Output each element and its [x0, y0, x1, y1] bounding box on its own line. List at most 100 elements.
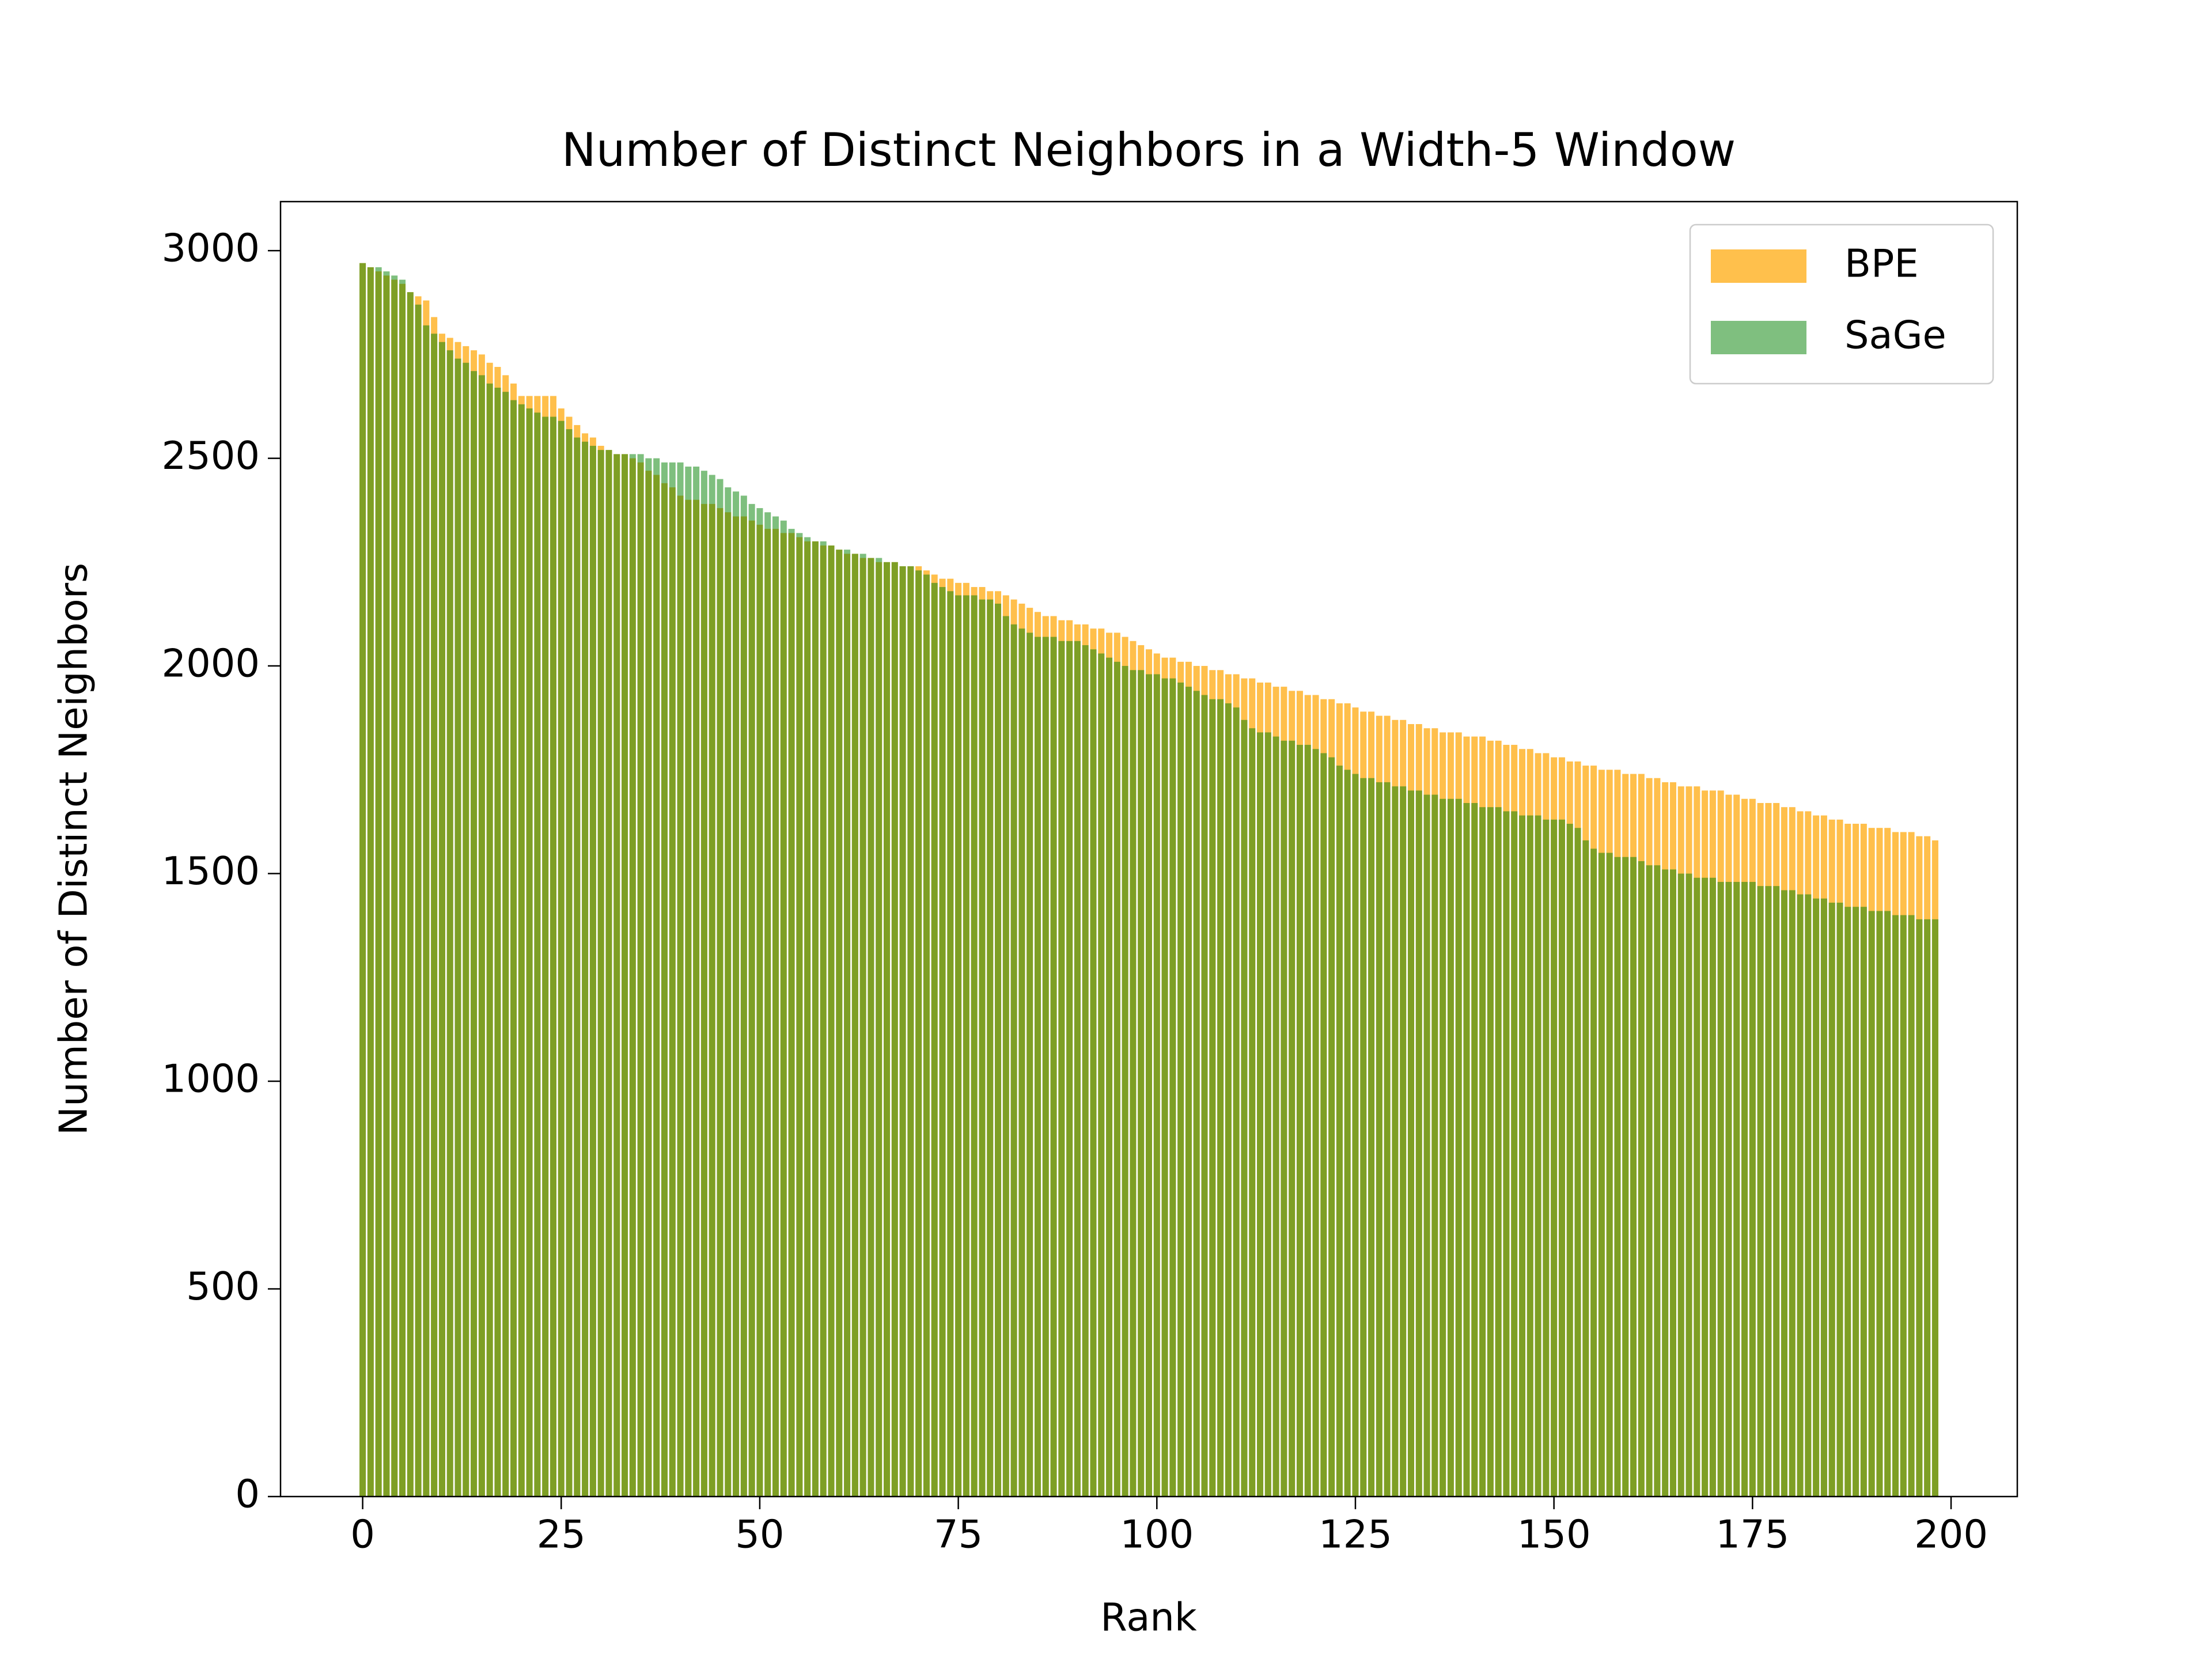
bar [1622, 857, 1629, 1497]
bar [1145, 674, 1153, 1497]
bar [772, 516, 779, 1497]
bar [566, 429, 573, 1497]
legend-box [1689, 224, 1994, 385]
bar [1360, 778, 1367, 1497]
bar [1113, 661, 1120, 1497]
bar [971, 595, 978, 1497]
bar [518, 404, 525, 1497]
bar [1789, 890, 1796, 1497]
bar [1042, 637, 1049, 1497]
bar [1209, 699, 1216, 1497]
bar [359, 263, 366, 1497]
bar [1384, 782, 1391, 1497]
bar [955, 595, 962, 1497]
bar [669, 462, 676, 1497]
bar [1130, 670, 1137, 1497]
bar [899, 566, 906, 1497]
bar [1082, 645, 1089, 1497]
bar [1328, 757, 1335, 1497]
bar [1304, 745, 1311, 1497]
bar [1392, 786, 1399, 1497]
bar [1138, 670, 1145, 1497]
bar [1153, 674, 1160, 1497]
bar [1241, 719, 1248, 1497]
bar [1479, 807, 1486, 1497]
bar [891, 562, 898, 1497]
chart-title: Number of Distinct Neighbors in a Width-… [562, 123, 1736, 177]
bar [1185, 687, 1192, 1497]
bar [1407, 790, 1414, 1497]
bar [1853, 907, 1859, 1497]
bar [558, 421, 565, 1497]
bar [446, 350, 453, 1497]
x-tick-label: 50 [735, 1512, 784, 1557]
x-tick-label: 200 [1914, 1512, 1988, 1557]
bar [637, 454, 644, 1497]
bar [1677, 873, 1684, 1497]
bar [550, 416, 556, 1497]
bar [1908, 915, 1915, 1497]
bar [574, 437, 581, 1497]
bar [1543, 819, 1550, 1497]
bar [399, 279, 406, 1497]
bar [1630, 857, 1637, 1497]
y-tick-label: 2000 [161, 641, 260, 686]
bar [1233, 707, 1240, 1497]
bar [1781, 890, 1787, 1497]
bar [1773, 886, 1780, 1497]
bar [1169, 678, 1176, 1497]
legend-swatch [1711, 321, 1806, 354]
bar [1161, 678, 1168, 1497]
bar [526, 408, 533, 1497]
bar [1018, 628, 1025, 1497]
bar [1177, 682, 1184, 1497]
bar [733, 491, 740, 1497]
bar [709, 475, 715, 1497]
bar [1201, 695, 1208, 1497]
bar [1646, 865, 1653, 1497]
bar [979, 599, 986, 1497]
bar [471, 371, 478, 1497]
bar [1638, 861, 1645, 1497]
bar [1813, 898, 1820, 1497]
bar [740, 495, 747, 1497]
x-tick-label: 125 [1319, 1512, 1392, 1557]
bar [1376, 782, 1382, 1497]
bar [1336, 766, 1343, 1497]
x-tick-label: 25 [537, 1512, 586, 1557]
bar [582, 441, 589, 1497]
bar [851, 554, 858, 1497]
bar [939, 587, 946, 1497]
bar [685, 466, 692, 1497]
bar [1805, 894, 1812, 1497]
bar [542, 416, 549, 1497]
bar-series [359, 263, 1938, 1497]
bar [1257, 732, 1264, 1497]
bar [1352, 774, 1359, 1497]
bar [375, 267, 382, 1497]
bar [1566, 824, 1573, 1497]
bar [907, 566, 914, 1497]
bar [748, 503, 755, 1497]
y-tick-label: 1500 [161, 849, 260, 893]
bar [1511, 811, 1518, 1497]
bar [1702, 877, 1709, 1497]
bar [1836, 903, 1843, 1497]
bar [502, 392, 509, 1497]
bar [1058, 641, 1065, 1497]
bar [1106, 657, 1113, 1497]
bar [629, 454, 636, 1497]
bar [1050, 637, 1057, 1497]
bar [1090, 649, 1097, 1497]
bar [478, 375, 485, 1497]
y-tick-label: 500 [186, 1264, 260, 1309]
bar [859, 554, 866, 1497]
bar [1797, 894, 1804, 1497]
bar [915, 570, 922, 1497]
bar [1685, 873, 1692, 1497]
bar [494, 387, 501, 1497]
bar [1289, 740, 1296, 1497]
bar [1320, 753, 1327, 1497]
legend-label: SaGe [1844, 313, 1946, 358]
